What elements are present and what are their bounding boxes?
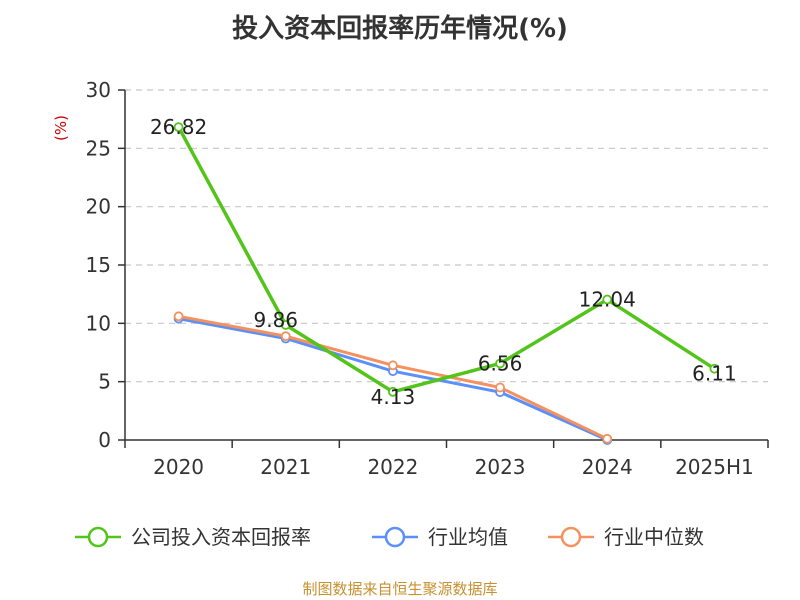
data-point (388, 360, 398, 371)
data-point (495, 358, 505, 369)
y-tick-label: 25 (86, 136, 111, 160)
series-0 (173, 122, 720, 397)
series-line (178, 314, 608, 441)
legend-item: 公司投入资本回报率 (75, 525, 311, 549)
axes: 0 5 10 15 20 25 30 2020 2021 2022 2023 2024 2025H1 (86, 78, 769, 479)
legend-marker-icon (87, 526, 109, 548)
data-point (280, 320, 291, 330)
data-point (602, 294, 613, 305)
data-point (173, 311, 184, 322)
legend-marker-icon (384, 526, 406, 548)
data-label: 4.13 (371, 385, 416, 409)
legend-label: 行业中位数 (604, 525, 704, 549)
data-point (495, 382, 505, 393)
legend-item: 行业中位数 (548, 525, 704, 549)
y-tick-label: 15 (86, 253, 111, 277)
legend: 公司投入资本回报率 行业均值 行业中位数 (75, 525, 704, 549)
data-label: 6.11 (692, 362, 737, 386)
data-point (709, 363, 720, 374)
chart-title: 投入资本回报率历年情况(%) (232, 14, 568, 44)
y-tick-label: 10 (86, 311, 111, 335)
data-label: 12.04 (579, 288, 636, 312)
x-tick-label: 2024 (582, 455, 633, 479)
chart-source: 制图数据来自恒生聚源数据库 (302, 580, 498, 598)
y-tick-label: 0 (98, 428, 111, 452)
data-label: 9.86 (253, 308, 298, 332)
legend-label: 行业均值 (428, 525, 508, 549)
series-line (177, 126, 716, 394)
y-tick-label: 20 (86, 195, 111, 219)
data-point (602, 433, 613, 444)
data-labels: 26.82 9.86 4.13 6.56 12.04 6.11 (150, 115, 737, 409)
x-tick-label: 2021 (260, 455, 311, 479)
x-tick-label: 2025H1 (675, 455, 754, 479)
x-tick-label: 2022 (367, 455, 418, 479)
data-point (173, 122, 184, 132)
y-tick-label: 30 (86, 78, 111, 102)
x-tick-label: 2020 (153, 455, 204, 479)
data-point (280, 331, 291, 342)
y-axis-title: (%) (52, 115, 70, 141)
data-label: 26.82 (150, 115, 207, 139)
legend-label: 公司投入资本回报率 (131, 525, 311, 549)
grid-lines (125, 89, 768, 383)
data-label: 6.56 (478, 351, 523, 375)
series (173, 122, 720, 445)
data-point (388, 386, 398, 397)
series-2 (173, 311, 613, 444)
series-1 (173, 313, 613, 445)
y-tick-label: 5 (98, 370, 111, 394)
legend-item: 行业均值 (372, 525, 508, 549)
x-tick-label: 2023 (475, 455, 526, 479)
legend-marker-icon (560, 526, 582, 548)
